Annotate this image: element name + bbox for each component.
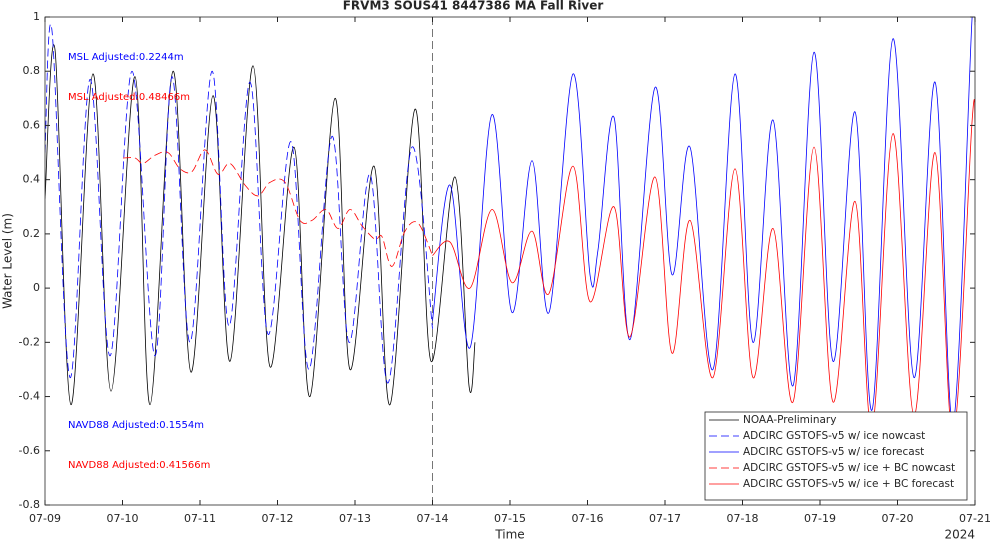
y-tick-label: -0.4	[19, 390, 40, 403]
y-tick-label: 1	[33, 10, 40, 23]
x-tick-label: 07-20	[882, 512, 914, 525]
y-tick-label: 0.2	[23, 227, 41, 240]
x-tick-label: 07-09	[29, 512, 61, 525]
y-axis-label: Water Level (m)	[1, 213, 15, 309]
legend-label: ADCIRC GSTOFS-v5 w/ ice + BC nowcast	[743, 462, 955, 474]
legend-label: ADCIRC GSTOFS-v5 w/ ice + BC forecast	[743, 478, 954, 490]
series-line	[45, 23, 433, 384]
y-tick-label: 0.8	[23, 64, 41, 77]
x-tick-label: 07-13	[339, 512, 371, 525]
x-tick-label: 07-19	[804, 512, 836, 525]
series-line	[45, 44, 476, 406]
x-tick-label: 07-18	[727, 512, 759, 525]
x-tick-label: 07-16	[572, 512, 604, 525]
y-tick-label: -0.2	[19, 335, 40, 348]
series-line	[432, 17, 975, 425]
x-axis-label: Time	[494, 528, 524, 541]
y-tick-label: 0	[33, 281, 40, 294]
legend-label: ADCIRC GSTOFS-v5 w/ ice nowcast	[743, 430, 925, 442]
x-tick-label: 07-21	[959, 512, 991, 525]
legend-label: NOAA-Preliminary	[743, 414, 836, 426]
series-line	[122, 149, 433, 267]
x-tick-label: 07-11	[184, 512, 216, 525]
annotation: MSL Adjusted:0.48466m	[68, 92, 190, 103]
y-tick-label: -0.6	[19, 444, 40, 457]
axes-box	[44, 16, 976, 506]
x-tick-label: 07-15	[494, 512, 526, 525]
x-tick-label: 07-14	[417, 512, 449, 525]
y-tick-label: 0.4	[23, 173, 41, 186]
annotation: NAVD88 Adjusted:0.1554m	[68, 420, 204, 431]
annotation: MSL Adjusted:0.2244m	[68, 52, 184, 63]
x-tick-label: 07-10	[107, 512, 139, 525]
x-tick-label: 07-17	[649, 512, 681, 525]
legend-box	[704, 411, 968, 501]
chart-title: FRVM3 SOUS41 8447386 MA Fall River	[343, 0, 604, 13]
x-year-label: 2024	[944, 528, 975, 541]
legend-label: ADCIRC GSTOFS-v5 w/ ice forecast	[743, 446, 924, 458]
series-layer	[45, 17, 975, 505]
x-tick-label: 07-12	[262, 512, 294, 525]
y-tick-label: 0.6	[23, 118, 41, 131]
annotation: NAVD88 Adjusted:0.41566m	[68, 460, 210, 471]
y-tick-label: -0.8	[19, 498, 40, 511]
